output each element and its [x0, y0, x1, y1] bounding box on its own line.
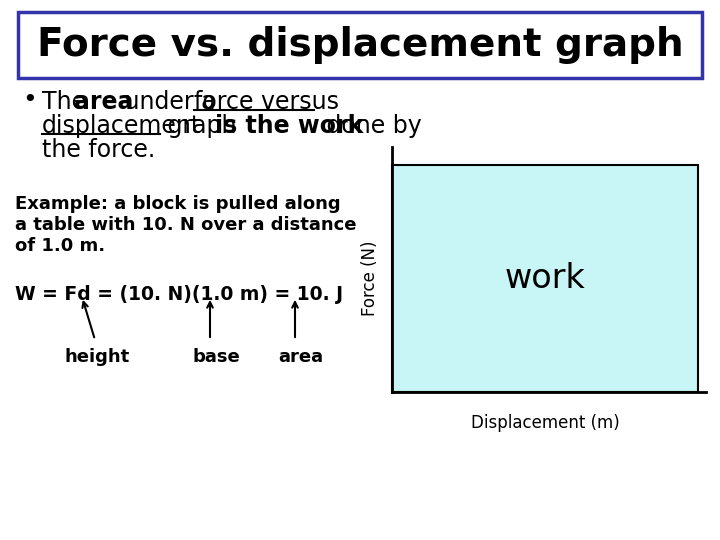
Text: Force (N): Force (N): [361, 241, 379, 316]
Text: area: area: [74, 90, 133, 114]
Text: under a: under a: [117, 90, 223, 114]
Text: height: height: [65, 348, 130, 366]
Text: the force.: the force.: [42, 138, 156, 162]
Bar: [392, 165, 698, 392]
Text: force versus: force versus: [194, 90, 339, 114]
Text: done by: done by: [319, 114, 422, 138]
Text: •: •: [22, 88, 37, 112]
Text: is the work: is the work: [215, 114, 364, 138]
Text: base: base: [193, 348, 240, 366]
Text: The: The: [42, 90, 94, 114]
Text: displacement: displacement: [42, 114, 202, 138]
Text: Force vs. displacement graph: Force vs. displacement graph: [37, 26, 683, 64]
Text: graph: graph: [160, 114, 244, 138]
Text: work: work: [505, 262, 585, 295]
FancyBboxPatch shape: [18, 12, 702, 78]
Text: W = Fd = (10. N)(1.0 m) = 10. J: W = Fd = (10. N)(1.0 m) = 10. J: [15, 285, 343, 304]
Text: Displacement (m): Displacement (m): [471, 414, 619, 432]
Text: area: area: [278, 348, 323, 366]
Text: Example: a block is pulled along
a table with 10. N over a distance
of 1.0 m.: Example: a block is pulled along a table…: [15, 195, 356, 254]
